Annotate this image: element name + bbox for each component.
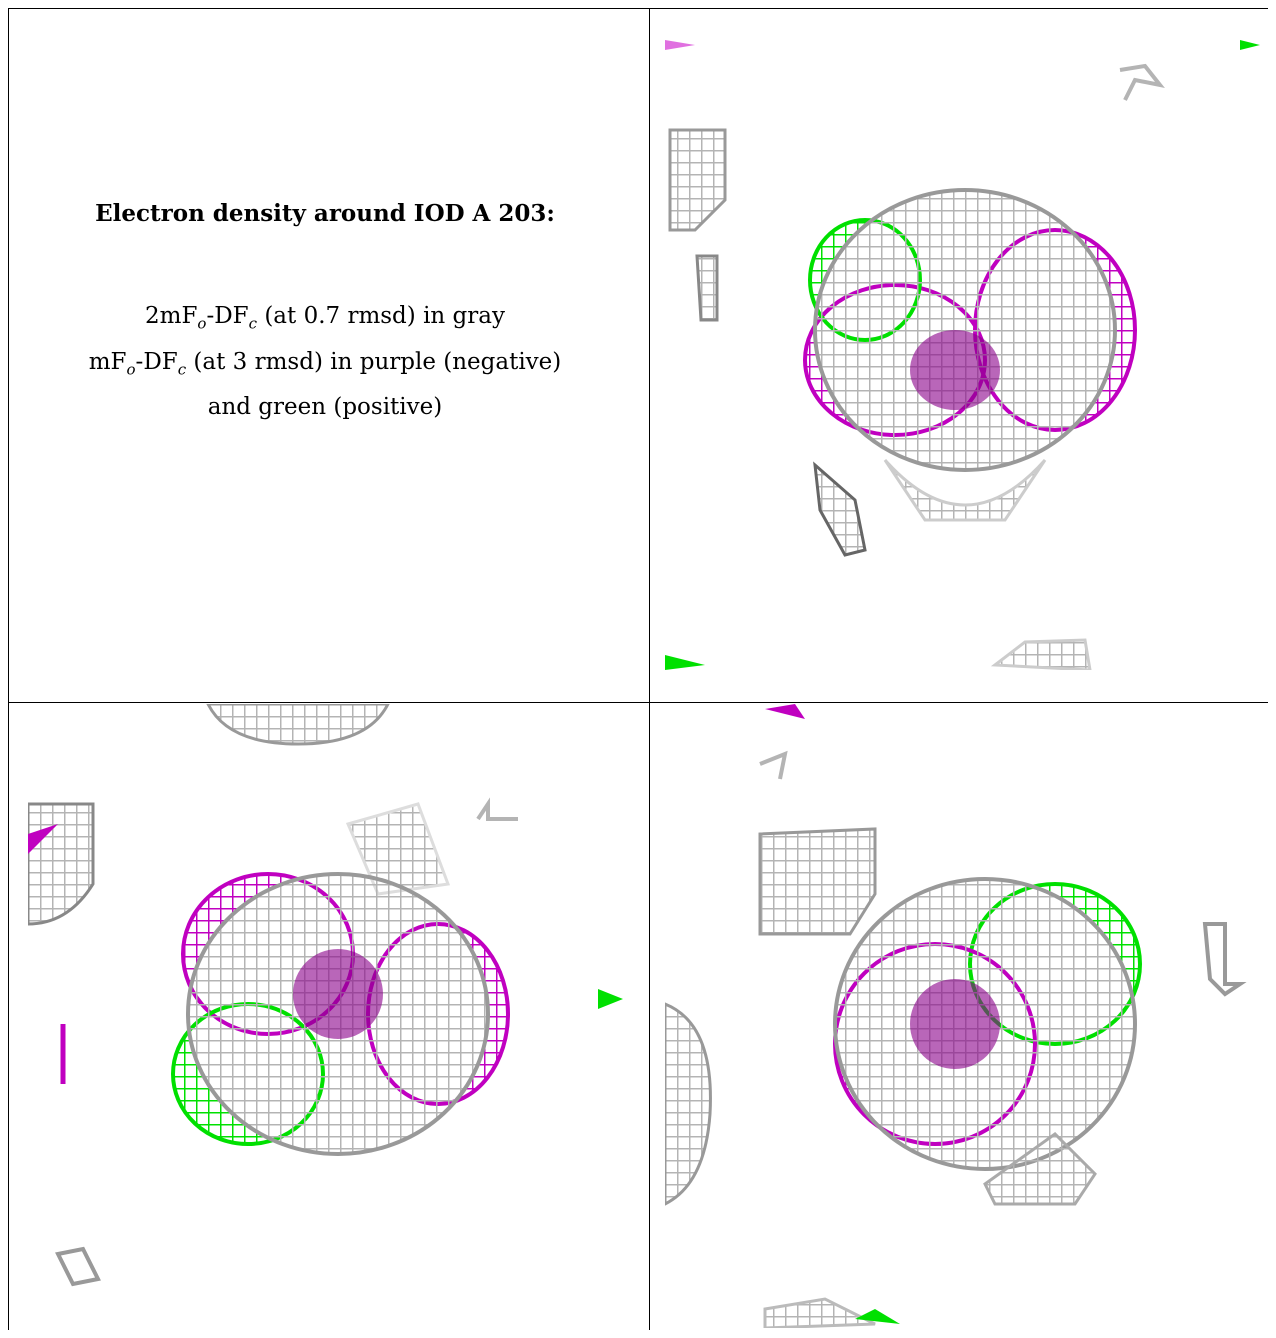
caption-title: Electron density around IOD A 203:	[30, 200, 620, 227]
figure-caption: Electron density around IOD A 203: 2mFo-…	[30, 200, 620, 426]
gray-stick-2	[478, 804, 518, 819]
gray-top-fragment	[208, 704, 388, 744]
gray-left-arc	[665, 1004, 710, 1204]
central-density-3	[835, 879, 1140, 1169]
gray-upper-fragment	[760, 829, 875, 934]
left-border	[8, 8, 9, 1330]
top-border	[8, 8, 1268, 9]
caption-line-2: mFo-DFc (at 3 rmsd) in purple (negative)	[30, 343, 620, 389]
middle-divider	[8, 702, 1268, 703]
density-panel-bottom-left	[28, 704, 640, 1328]
gray-left-fragment	[28, 804, 93, 924]
caption-line-3: and green (positive)	[30, 388, 620, 426]
central-density	[805, 190, 1135, 520]
gray-fragment	[815, 465, 865, 555]
caption-line-1: 2mFo-DFc (at 0.7 rmsd) in gray	[30, 297, 620, 343]
gray-stick-4	[1205, 924, 1240, 994]
gray-stick	[1120, 66, 1160, 100]
central-density-2	[173, 874, 508, 1154]
gray-blob-left	[670, 130, 725, 320]
gray-ring	[58, 1249, 98, 1284]
density-panel-bottom-right	[665, 704, 1269, 1328]
green-fragment	[1240, 40, 1260, 50]
center-divider	[649, 8, 650, 1330]
green-small	[598, 989, 623, 1009]
gray-stick-3	[760, 754, 785, 779]
green-fragment-bottom	[665, 655, 705, 670]
purple-fragment	[665, 40, 695, 50]
density-panel-top-right	[665, 30, 1269, 670]
gray-fragment-bottom	[995, 640, 1090, 670]
purple-top-bit	[765, 704, 805, 719]
gray-bottom-fragment	[765, 1299, 875, 1328]
